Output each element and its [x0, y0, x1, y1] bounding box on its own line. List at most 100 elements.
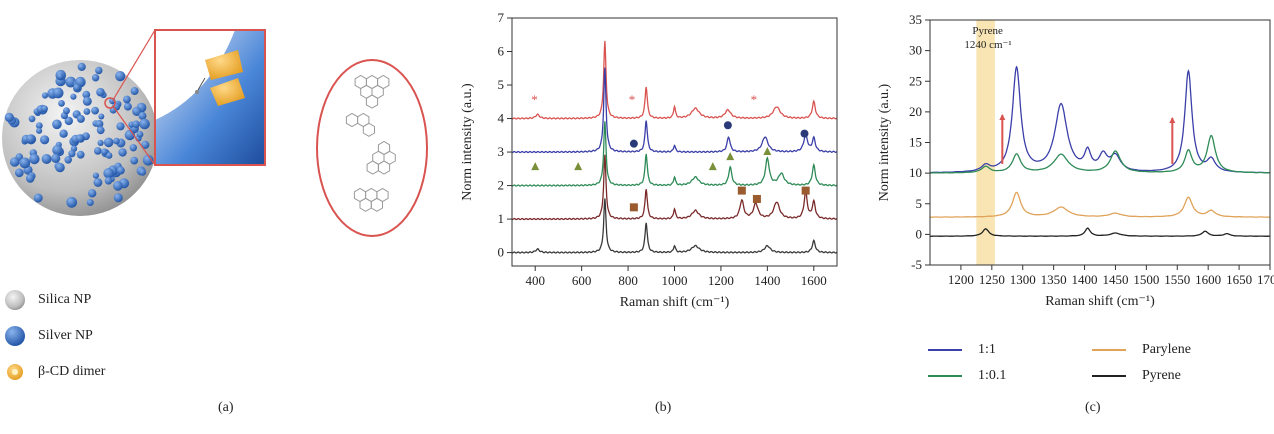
- y-tick-label: 3: [498, 144, 505, 159]
- caption-a: (a): [218, 400, 234, 415]
- y-axis-label: Norm intensity (a.u.): [460, 83, 475, 201]
- y-tick-label: 5: [498, 77, 505, 92]
- silica-sphere: [2, 60, 158, 216]
- x-tick-label: 1350: [1041, 272, 1067, 287]
- x-axis-label: Raman shift (cm⁻¹): [620, 295, 730, 310]
- x-tick-label: 1400: [1072, 272, 1098, 287]
- series-2-marker-2: [708, 162, 717, 171]
- y-tick-label: 2: [498, 178, 505, 193]
- silica-np-icon: [5, 290, 25, 310]
- x-tick-label: 1000: [662, 273, 688, 288]
- legend-cd-dimer: β-CD dimer: [4, 360, 105, 384]
- series-line-2: [930, 191, 1270, 218]
- series-1-marker-2: [800, 129, 809, 138]
- series-0-marker-1: *: [629, 92, 636, 107]
- y-tick-label: 25: [909, 73, 922, 88]
- series-3-marker-3: [801, 186, 810, 195]
- x-tick-label: 1550: [1164, 272, 1190, 287]
- x-tick-label: 800: [618, 273, 638, 288]
- legend-1-0-1: 1:0.1: [928, 368, 1006, 384]
- y-tick-label: 7: [498, 10, 505, 25]
- legend-swatch: [1092, 349, 1126, 351]
- legend-parylene: Parylene: [1092, 342, 1191, 358]
- y-tick-label: 30: [909, 43, 922, 58]
- legend-label: Silver NP: [38, 328, 93, 343]
- x-tick-label: 400: [525, 273, 545, 288]
- y-tick-label: 0: [916, 226, 923, 241]
- legend-label: Silica NP: [38, 292, 92, 307]
- nanoparticle-illustration: [2, 29, 428, 237]
- y-tick-label: 10: [909, 165, 922, 180]
- y-tick-label: -5: [911, 257, 922, 272]
- legend-silver: Silver NP: [4, 324, 93, 348]
- y-tick-label: 15: [909, 135, 922, 150]
- legend-label: 1:0.1: [978, 368, 1007, 383]
- x-axis-label: Raman shift (cm⁻¹): [1045, 294, 1155, 309]
- panel-c: Pyrene 1240 cm⁻¹ 1200 1250 1300 1350 1400 1450 1…: [870, 0, 1274, 434]
- series-line-3: [930, 227, 1270, 237]
- legend-label: Parylene: [1142, 342, 1191, 357]
- series-3-marker-1: [737, 186, 746, 195]
- arrow-head-1: [1169, 117, 1176, 123]
- x-tick-label: 1600: [801, 273, 827, 288]
- legend-swatch: [928, 349, 962, 351]
- silver-np-icon: [5, 326, 25, 346]
- series-3-marker-0: [629, 203, 638, 212]
- x-tick-label: 1300: [1010, 272, 1036, 287]
- x-tick-label: 1200: [948, 272, 974, 287]
- highlight-band: [976, 20, 995, 265]
- series-2-marker-4: [763, 147, 772, 156]
- x-tick-label: 1250: [979, 272, 1005, 287]
- legend-label: 1:1: [978, 342, 996, 357]
- x-tick-label: 1500: [1133, 272, 1159, 287]
- x-tick-label: 1700: [1257, 272, 1274, 287]
- series-2-marker-3: [726, 152, 735, 161]
- x-tick-label: 1200: [708, 273, 734, 288]
- panel-b: * * * 400 600 800 1000 1200 1400 1600 0 1 2 3 4 5 6 7 Rama…: [455, 0, 855, 415]
- caption-c: (c): [1085, 400, 1101, 415]
- y-tick-label: 1: [498, 211, 505, 226]
- legend-swatch: [1092, 375, 1126, 377]
- arrow-head-0: [999, 113, 1006, 120]
- zoom-inset: [154, 29, 266, 166]
- series-0-marker-2: *: [751, 92, 758, 107]
- analyte-bubble: [316, 59, 428, 237]
- x-tick-label: 1650: [1226, 272, 1252, 287]
- chart-c: Pyrene 1240 cm⁻¹ 1200 1250 1300 1350 1400 1450 1…: [877, 12, 1274, 309]
- series-1-marker-1: [723, 121, 732, 130]
- x-tick-label: 1400: [754, 273, 780, 288]
- series-0-marker-0: *: [531, 92, 538, 107]
- series-line-1: [512, 67, 838, 154]
- series-line-0: [930, 65, 1270, 174]
- legend-silica: Silica NP: [4, 288, 91, 312]
- series-line-1: [930, 134, 1270, 174]
- series-2-marker-1: [574, 162, 583, 171]
- y-tick-label: 20: [909, 104, 922, 119]
- x-tick-label: 1600: [1195, 272, 1221, 287]
- cd-dimer-icon: [7, 364, 23, 380]
- y-tick-label: 4: [498, 111, 505, 126]
- y-tick-label: 0: [498, 245, 505, 260]
- series-3-marker-2: [752, 194, 761, 203]
- legend-swatch: [928, 375, 962, 377]
- highlight-label: Pyrene: [972, 25, 1003, 37]
- series-2-marker-0: [531, 162, 540, 171]
- caption-b: (b): [655, 400, 672, 415]
- y-axis-label: Norm intensity (a.u.): [877, 83, 892, 201]
- series-line-2: [512, 121, 838, 187]
- highlight-label: 1240 cm⁻¹: [964, 39, 1011, 51]
- series-line-4: [512, 198, 838, 254]
- x-tick-label: 1450: [1102, 272, 1128, 287]
- series-line-0: [511, 40, 838, 120]
- y-tick-label: 5: [916, 196, 923, 211]
- x-tick-label: 600: [572, 273, 592, 288]
- legend-label: Pyrene: [1142, 368, 1181, 383]
- y-tick-label: 6: [498, 44, 505, 59]
- legend-pyrene: Pyrene: [1092, 368, 1181, 384]
- legend-label: β-CD dimer: [38, 364, 106, 379]
- legend-1-1: 1:1: [928, 342, 996, 358]
- panel-a: Silica NP Silver NP β-CD dimer (a): [0, 0, 460, 434]
- plot-frame: [511, 17, 838, 267]
- y-tick-label: 35: [909, 12, 922, 27]
- series-line-3: [512, 154, 838, 221]
